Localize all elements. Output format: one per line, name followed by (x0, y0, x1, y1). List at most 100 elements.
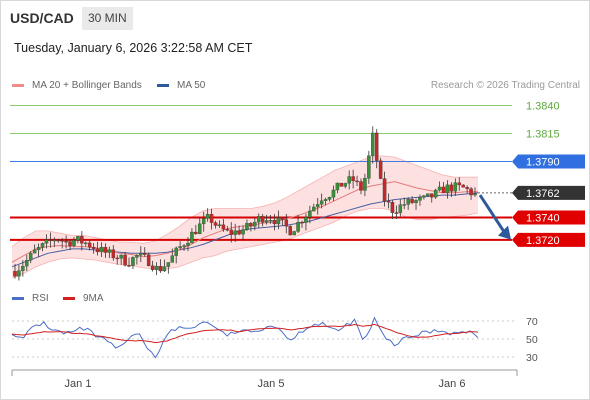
candle-body (60, 240, 64, 242)
candle-body (162, 266, 167, 272)
legend-rsi-label: RSI (32, 293, 49, 304)
candle-body (406, 199, 410, 205)
candle-body (355, 180, 359, 183)
candle-body (21, 265, 25, 271)
legend-9ma-label: 9MA (83, 293, 104, 304)
candle-body (229, 229, 233, 235)
timeframe-button[interactable]: 30 MIN (82, 7, 133, 30)
candle-body (68, 241, 72, 246)
candle-body (331, 189, 336, 198)
candle-body (209, 214, 214, 223)
candle-body (319, 200, 324, 205)
price-level-label: 1.3762 (526, 188, 560, 200)
candle-body (343, 183, 348, 187)
candle-body (257, 216, 261, 223)
candle-body (56, 239, 60, 242)
candle-body (461, 184, 465, 188)
candle-body (268, 220, 273, 222)
candle-body (221, 224, 226, 230)
candle-body (127, 265, 131, 267)
candle-body (36, 247, 41, 251)
candle-body (449, 184, 454, 192)
candle-body (272, 220, 277, 225)
rsi-tick-label: 70 (526, 316, 538, 328)
candle-body (76, 236, 80, 241)
candle-body (323, 199, 328, 201)
candle-body (217, 224, 222, 226)
candle-body (142, 252, 147, 255)
resistance-level-label: 1.3840 (526, 100, 560, 112)
candle-body (87, 242, 92, 248)
candle-body (115, 257, 119, 260)
candle-body (44, 239, 49, 244)
rsi-9ma-line (11, 323, 479, 344)
candle-body (382, 178, 387, 202)
candle-body (182, 245, 186, 247)
candle-body (131, 257, 135, 266)
rsi-tick-label: 30 (526, 352, 538, 364)
ma20-legend-swatch (12, 84, 24, 87)
candle-body (107, 249, 112, 253)
pivot-level-tag (512, 154, 585, 169)
candle-body (186, 242, 190, 246)
support-level-tag (512, 232, 585, 247)
candle-body (170, 255, 175, 263)
candle-body (288, 226, 292, 236)
pivot-level-label: 1.3790 (526, 156, 560, 168)
support-level-tag (512, 210, 585, 225)
candle-body (308, 210, 312, 218)
candle-body (245, 223, 249, 230)
candle-body (201, 218, 206, 225)
candle-body (394, 212, 399, 214)
candle-body (465, 187, 469, 189)
candle-body (25, 260, 29, 267)
candle-body (17, 270, 21, 277)
legend-rsi: RSI (12, 293, 49, 304)
candle-body (91, 247, 96, 249)
candle-body (371, 132, 375, 156)
candle-body (410, 199, 414, 203)
candle-body (225, 229, 230, 231)
candle-body (469, 188, 473, 196)
candle-body (99, 247, 104, 253)
candle-body (178, 246, 182, 249)
candle-body (80, 236, 84, 244)
candle-body (198, 223, 202, 234)
candle-body (32, 249, 37, 254)
copyright-credit: Research © 2026 Trading Central (430, 80, 580, 91)
rsi-tick-label: 50 (526, 334, 538, 346)
candle-body (213, 222, 218, 226)
candle-body (284, 219, 289, 227)
candle-body (139, 252, 143, 256)
candle-body (292, 231, 296, 236)
candle-body (359, 181, 363, 191)
candle-body (426, 193, 430, 196)
candle-body (233, 230, 237, 235)
candle-body (390, 202, 395, 213)
candle-body (473, 193, 477, 196)
candle-body (154, 266, 159, 270)
candle-body (374, 132, 379, 161)
candle-body (327, 197, 332, 200)
candle-body (304, 217, 308, 223)
candle-body (48, 239, 53, 241)
candle-body (95, 248, 100, 253)
9ma-legend-swatch (63, 297, 75, 300)
price-level-tag (512, 185, 585, 200)
time-tick-label: Jan 5 (258, 378, 285, 390)
legend-ma50: MA 50 (157, 80, 205, 91)
candle-body (402, 204, 406, 206)
candle-body (276, 217, 281, 225)
timestamp: Tuesday, January 6, 2026 3:22:58 AM CET (14, 41, 253, 55)
rsi-line (11, 316, 479, 359)
candle-body (111, 249, 116, 259)
candle-body (347, 176, 351, 184)
candle-body (378, 160, 383, 179)
candle-body (64, 240, 68, 243)
candle-body (367, 155, 371, 179)
candle-body (249, 223, 253, 227)
candle-body (119, 254, 123, 259)
candle-body (445, 184, 450, 193)
candle-body (441, 186, 446, 193)
